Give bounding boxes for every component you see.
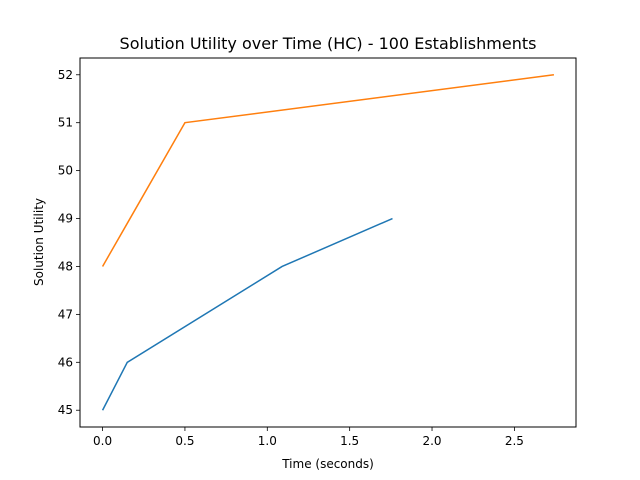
plot-area [79, 57, 577, 428]
y-axis: 45 46 47 48 49 50 51 52 [58, 68, 80, 417]
x-tick-label: 2.0 [422, 434, 441, 448]
y-tick-label: 47 [58, 307, 73, 321]
y-tick-label: 48 [58, 259, 73, 273]
series-line-1 [101, 217, 393, 411]
series-layer [101, 74, 555, 411]
y-tick-label: 49 [58, 212, 73, 226]
chart-title: Solution Utility over Time (HC) - 100 Es… [120, 34, 537, 53]
x-axis: 0.0 0.5 1.0 1.5 2.0 2.5 [93, 427, 524, 448]
x-axis-label: Time (seconds) [281, 457, 374, 471]
x-tick-label: 0.5 [175, 434, 194, 448]
x-tick-label: 0.0 [93, 434, 112, 448]
x-tick-label: 1.5 [340, 434, 359, 448]
y-tick-label: 45 [58, 403, 73, 417]
y-tick-label: 52 [58, 68, 73, 82]
y-axis-label: Solution Utility [32, 198, 46, 286]
y-tick-label: 46 [58, 355, 73, 369]
y-tick-label: 50 [58, 164, 73, 178]
x-tick-label: 2.5 [505, 434, 524, 448]
x-tick-label: 1.0 [258, 434, 277, 448]
series-line-2 [101, 74, 555, 267]
y-tick-label: 51 [58, 116, 73, 130]
